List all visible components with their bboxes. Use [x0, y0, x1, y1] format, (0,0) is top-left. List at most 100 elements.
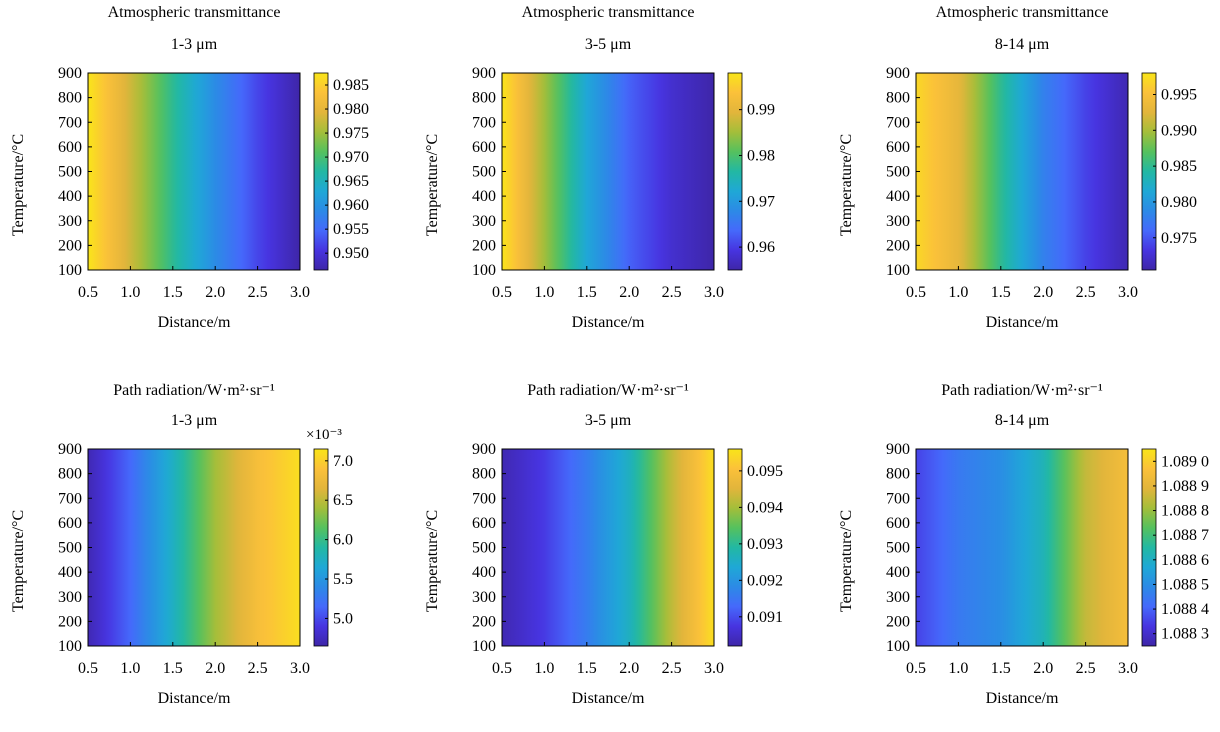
y-axis-label: Temperature/°C [10, 133, 27, 236]
y-tick-label: 300 [58, 589, 82, 606]
x-tick-label: 2.5 [1076, 284, 1096, 301]
x-tick-label: 1.5 [991, 284, 1011, 301]
chart-title: Atmospheric transmittance [935, 4, 1109, 21]
colorbar-tick-label: 0.093 [747, 536, 783, 553]
x-tick-label: 3.0 [704, 284, 724, 301]
heatmap-field [88, 73, 300, 270]
x-tick-label: 1.5 [163, 660, 183, 677]
x-tick-label: 2.0 [619, 284, 639, 301]
y-tick-label: 700 [472, 114, 496, 131]
colorbar-tick-label: 0.975 [1161, 230, 1197, 247]
colorbar-tick-label: 5.5 [333, 571, 353, 588]
y-tick-label: 300 [886, 213, 910, 230]
x-tick-label: 0.5 [492, 284, 512, 301]
x-tick-label: 2.0 [1033, 660, 1053, 677]
colorbar-tick-label: 1.088 9 [1161, 478, 1209, 495]
colorbar [727, 72, 743, 271]
x-axis-label: Distance/m [571, 690, 645, 707]
colorbar-tick-label: 1.089 0 [1161, 453, 1209, 470]
y-tick-label: 200 [886, 237, 910, 254]
x-tick-label: 2.0 [205, 660, 225, 677]
colorbar-tick-label: 0.095 [747, 463, 783, 480]
band-label: 8-14 μm [994, 412, 1050, 429]
y-axis-label: Temperature/°C [838, 509, 855, 612]
heatmap-svg: 0.5 1.0 1.5 2.0 2.5 3.0 100 200 300 400 500 600 700 8… [886, 65, 1197, 301]
heatmap-svg: 0.5 1.0 1.5 2.0 2.5 3.0 100 200 300 400 500 600 700 8… [58, 65, 369, 301]
y-axis-label: Temperature/°C [424, 133, 441, 236]
y-tick-label: 500 [58, 540, 82, 557]
x-tick-label: 1.5 [163, 284, 183, 301]
heatmap-field [916, 449, 1128, 646]
colorbar-tick-label: 1.088 5 [1161, 576, 1209, 593]
x-tick-label: 2.5 [248, 660, 268, 677]
y-tick-label: 200 [472, 613, 496, 630]
x-axis-label: Distance/m [157, 314, 231, 331]
colorbar-tick-label: 0.98 [747, 147, 775, 164]
x-tick-label: 1.0 [120, 660, 140, 677]
x-axis-label: Distance/m [157, 690, 231, 707]
y-tick-label: 800 [886, 466, 910, 483]
heatmap-panel: 0.5 1.0 1.5 2.0 2.5 3.0 100 200 300 400 500 600 700 8… [0, 0, 406, 356]
colorbar-tick-label: 0.995 [1161, 86, 1197, 103]
y-tick-label: 800 [472, 90, 496, 107]
colorbar-tick-label: 1.088 7 [1161, 527, 1209, 544]
colorbar-tick-label: 0.985 [1161, 158, 1197, 175]
colorbar-tick-label: 0.96 [747, 239, 775, 256]
colorbar-tick-label: 6.5 [333, 492, 353, 509]
x-tick-label: 1.0 [534, 660, 554, 677]
y-tick-label: 100 [58, 262, 82, 279]
colorbar-tick-label: 0.091 [747, 609, 783, 626]
x-tick-label: 1.5 [577, 660, 597, 677]
colorbar [1141, 448, 1157, 647]
x-tick-label: 1.0 [534, 284, 554, 301]
y-axis-label: Temperature/°C [10, 509, 27, 612]
y-tick-label: 100 [886, 262, 910, 279]
colorbar-tick-label: 1.088 3 [1161, 626, 1209, 643]
y-tick-label: 900 [472, 65, 496, 82]
heatmap-field [502, 73, 714, 270]
y-tick-label: 200 [472, 237, 496, 254]
heatmap-panel: 0.5 1.0 1.5 2.0 2.5 3.0 100 200 300 400 500 600 700 8… [414, 376, 820, 732]
y-tick-label: 600 [58, 515, 82, 532]
x-tick-label: 0.5 [78, 660, 98, 677]
y-tick-label: 800 [58, 90, 82, 107]
heatmap-svg: 0.5 1.0 1.5 2.0 2.5 3.0 100 200 300 400 500 600 700 8… [886, 441, 1209, 677]
colorbar-exponent: ×10⁻³ [306, 427, 342, 443]
colorbar [313, 448, 329, 647]
x-axis-label: Distance/m [985, 690, 1059, 707]
colorbar-tick-label: 0.960 [333, 197, 369, 214]
x-tick-label: 1.0 [948, 660, 968, 677]
y-tick-label: 800 [472, 466, 496, 483]
x-tick-label: 3.0 [704, 660, 724, 677]
y-tick-label: 500 [472, 540, 496, 557]
y-tick-label: 300 [886, 589, 910, 606]
y-tick-label: 500 [886, 540, 910, 557]
y-tick-label: 100 [472, 262, 496, 279]
chart-title: Atmospheric transmittance [521, 4, 695, 21]
colorbar [727, 448, 743, 647]
y-tick-label: 500 [58, 164, 82, 181]
x-tick-label: 2.0 [1033, 284, 1053, 301]
y-tick-label: 800 [886, 90, 910, 107]
colorbar-tick-label: 0.955 [333, 221, 369, 238]
y-tick-label: 900 [472, 441, 496, 458]
colorbar-tick-label: 5.0 [333, 610, 353, 627]
y-tick-label: 400 [472, 564, 496, 581]
colorbar-tick-label: 0.975 [333, 125, 369, 142]
colorbar-tick-label: 6.0 [333, 532, 353, 549]
x-tick-label: 1.0 [120, 284, 140, 301]
y-tick-label: 400 [886, 564, 910, 581]
heatmap-field [88, 449, 300, 646]
y-tick-label: 300 [58, 213, 82, 230]
y-tick-label: 100 [58, 638, 82, 655]
y-tick-label: 400 [886, 188, 910, 205]
y-tick-label: 200 [58, 613, 82, 630]
x-tick-label: 2.0 [205, 284, 225, 301]
x-tick-label: 1.5 [577, 284, 597, 301]
x-axis-label: Distance/m [985, 314, 1059, 331]
colorbar-tick-label: 0.980 [1161, 194, 1197, 211]
heatmap-svg: 0.5 1.0 1.5 2.0 2.5 3.0 100 200 300 400 500 600 700 8… [58, 441, 353, 677]
y-tick-label: 700 [58, 490, 82, 507]
x-tick-label: 1.0 [948, 284, 968, 301]
x-tick-label: 3.0 [1118, 284, 1138, 301]
